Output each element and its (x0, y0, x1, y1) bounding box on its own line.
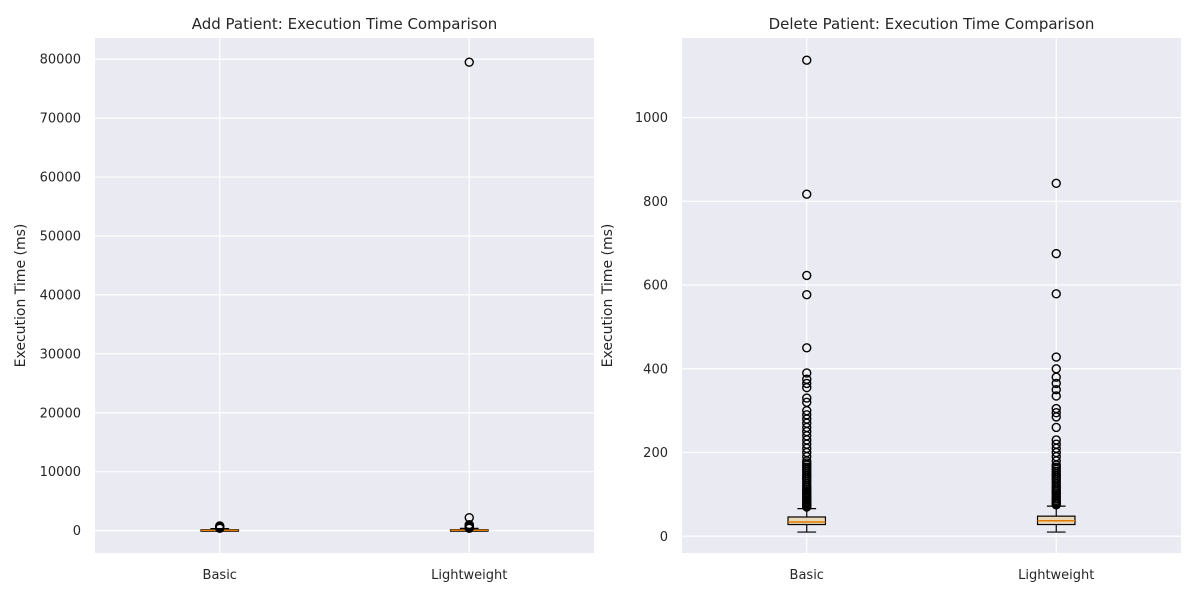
outlier-point (464, 512, 474, 523)
outlier-point (1051, 385, 1061, 395)
chart-title: Delete Patient: Execution Time Compariso… (769, 15, 1095, 33)
y-tick-label: 800 (643, 195, 668, 210)
outlier-point (464, 57, 474, 67)
x-tick-label: Lightweight (1018, 568, 1094, 583)
outlier-point (802, 189, 812, 199)
outlier-point (802, 397, 812, 407)
y-tick-label: 50000 (40, 229, 81, 244)
outlier-point (1051, 422, 1061, 433)
outlier-point (802, 289, 812, 300)
outlier-point (1051, 435, 1061, 445)
outlier-point (802, 378, 812, 389)
x-tick-label: Lightweight (431, 568, 507, 583)
box-lightweight (449, 57, 489, 533)
outlier-point (1051, 439, 1061, 449)
outlier-point (802, 368, 812, 378)
chart-panel-1: 0 10000 20000 30000 40000 50000 60000 70000 8000… (13, 15, 594, 583)
y-tick-label: 400 (643, 362, 668, 377)
outlier-point (802, 410, 812, 420)
y-tick-label: 1000 (635, 111, 668, 126)
outlier-point (1051, 364, 1061, 374)
chart-title: Add Patient: Execution Time Comparison (192, 15, 498, 33)
y-axis-label: Execution Time (ms) (600, 224, 616, 368)
outlier-point (802, 343, 812, 353)
y-tick-label: 60000 (40, 171, 81, 186)
y-tick-label: 30000 (40, 347, 81, 362)
box-lightweight (1036, 178, 1076, 533)
y-tick-label: 600 (643, 279, 668, 294)
box-basic (200, 521, 240, 533)
outlier-point (1051, 289, 1061, 299)
outlier-point (215, 521, 225, 531)
chart-panel-2: 0 200 400 600 800 1000 Basic Lightweight Delete … (600, 15, 1181, 583)
outlier-point (802, 393, 812, 403)
outlier-point (1051, 352, 1061, 362)
y-tick-label: 200 (643, 446, 668, 461)
outlier-point (1051, 408, 1061, 418)
outlier-point (1051, 403, 1061, 414)
y-axis-label: Execution Time (ms) (13, 224, 29, 368)
outlier-point (802, 55, 812, 65)
outlier-point (1051, 378, 1061, 389)
y-tick-label: 70000 (40, 112, 81, 127)
outlier-point (1051, 248, 1061, 259)
iqr-box (787, 516, 827, 526)
outlier-point (1051, 178, 1061, 188)
y-tick-label: 80000 (40, 53, 81, 68)
outlier-point (1051, 391, 1061, 401)
y-tick-label: 0 (73, 524, 81, 539)
y-tick-label: 20000 (40, 406, 81, 421)
outlier-point (802, 270, 812, 281)
x-tick-label: Basic (203, 568, 237, 583)
outlier-point (802, 374, 812, 384)
x-tick-label: Basic (790, 568, 824, 583)
y-tick-label: 0 (660, 530, 668, 545)
y-tick-label: 40000 (40, 288, 81, 303)
outlier-point (464, 520, 474, 530)
box-basic (787, 55, 827, 533)
plot-background (682, 38, 1181, 553)
y-tick-label: 10000 (40, 465, 81, 480)
